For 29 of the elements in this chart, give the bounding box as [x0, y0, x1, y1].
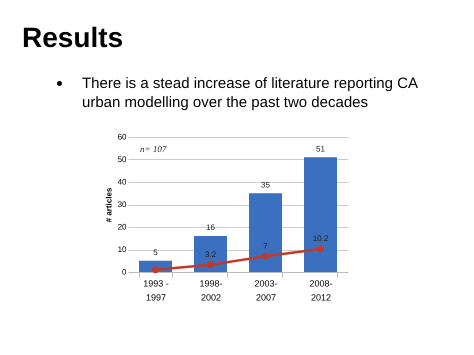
data-label: 10.2	[312, 234, 329, 244]
point	[262, 252, 270, 260]
x-tick-label: 1993 - 1997	[143, 278, 169, 302]
data-label: 16	[206, 223, 216, 232]
chart-subtitle: There is a stead increase of literature reporting CA urban modelling over the past two decades	[82, 74, 419, 112]
chart-title: Results	[22, 22, 124, 54]
y-tick-label: 40	[118, 178, 128, 186]
y-axis-title: # articles	[104, 187, 114, 222]
point	[206, 261, 214, 268]
data-label: 5	[153, 248, 158, 257]
bar	[249, 193, 282, 272]
data-label: 7	[263, 241, 268, 250]
bar	[304, 157, 337, 272]
x-tick-label: 1998- 2002	[199, 278, 223, 302]
y-tick-label: 20	[118, 222, 128, 232]
x-tick-label: 2008- 2012	[309, 278, 333, 302]
point	[316, 246, 324, 253]
annotation: n= 107	[140, 144, 167, 154]
data-label: 51	[316, 144, 326, 154]
data-label: 3.2	[204, 250, 217, 259]
x-tick-label: 2003- 2007	[254, 278, 278, 302]
y-tick-label: 10	[118, 245, 128, 254]
y-tick-label: 60	[118, 132, 128, 142]
y-tick-label: 0	[122, 268, 128, 276]
bar	[194, 236, 227, 272]
y-tick-label: 30	[118, 200, 128, 209]
point	[152, 266, 160, 274]
y-tick-label: 50	[118, 155, 128, 164]
data-label: 35	[261, 180, 270, 190]
